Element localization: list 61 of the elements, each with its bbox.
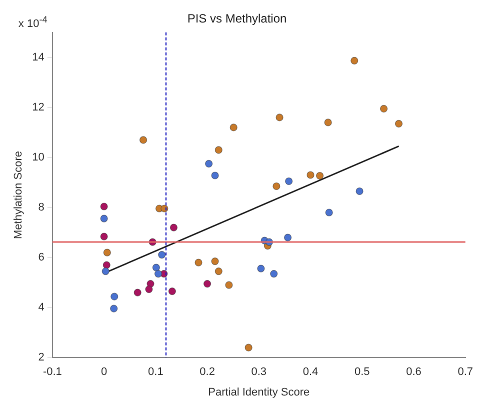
point <box>145 286 153 294</box>
point <box>214 146 222 154</box>
point <box>170 224 178 232</box>
point <box>211 172 219 180</box>
x-tick-label: 0.4 <box>302 366 318 378</box>
point <box>134 288 142 296</box>
point <box>284 234 292 242</box>
y-tick-label: 4 <box>38 302 44 314</box>
y-tick-label: 6 <box>38 252 44 264</box>
point <box>316 172 324 180</box>
point <box>110 292 118 300</box>
y-tick-label: 2 <box>38 352 44 364</box>
point <box>325 208 333 216</box>
y-tick-label: 8 <box>38 202 44 214</box>
y-axis-title: Methylation Score <box>12 150 25 240</box>
x-tick-label: 0.5 <box>354 366 370 378</box>
point <box>214 267 222 276</box>
point <box>270 270 278 278</box>
x-axis-title: Partial Identity Score <box>208 386 310 398</box>
point <box>380 104 388 112</box>
point <box>244 344 252 352</box>
point <box>100 214 108 222</box>
point <box>152 264 160 272</box>
x-tick-label: 0.7 <box>458 366 474 378</box>
point <box>257 264 265 272</box>
x-tick-label: 0.6 <box>406 366 422 378</box>
point <box>211 257 219 266</box>
text: x 10$^{-4}$ <box>18 14 48 30</box>
point <box>306 171 314 179</box>
point <box>194 258 202 266</box>
x-tick-label: 0.2 <box>200 366 215 378</box>
point <box>168 288 176 296</box>
point <box>139 136 148 144</box>
y-tick-label: 10 <box>32 152 44 164</box>
point <box>350 56 358 64</box>
point <box>205 160 213 168</box>
point <box>394 120 403 128</box>
point <box>356 187 364 196</box>
x-tick-label: 0 <box>100 366 108 378</box>
point <box>110 304 118 312</box>
point <box>276 114 284 122</box>
point <box>154 270 162 278</box>
point <box>203 280 212 288</box>
point <box>158 250 166 259</box>
point <box>160 204 168 212</box>
point <box>103 248 111 256</box>
chart-title: PIS vs Methylation <box>187 12 287 26</box>
point <box>225 281 233 289</box>
x-tick-label: 0.3 <box>251 366 267 378</box>
point <box>285 177 293 186</box>
point <box>100 232 108 240</box>
point <box>230 124 238 132</box>
x-tick-label: -0.1 <box>42 366 62 378</box>
point <box>100 202 108 210</box>
point <box>102 261 110 269</box>
point <box>102 267 110 276</box>
point <box>272 182 280 190</box>
y-tick-label: 12 <box>32 101 44 114</box>
point <box>324 118 332 126</box>
x-tick-label: 0.1 <box>148 366 164 378</box>
y-tick-label: 14 <box>32 51 44 64</box>
